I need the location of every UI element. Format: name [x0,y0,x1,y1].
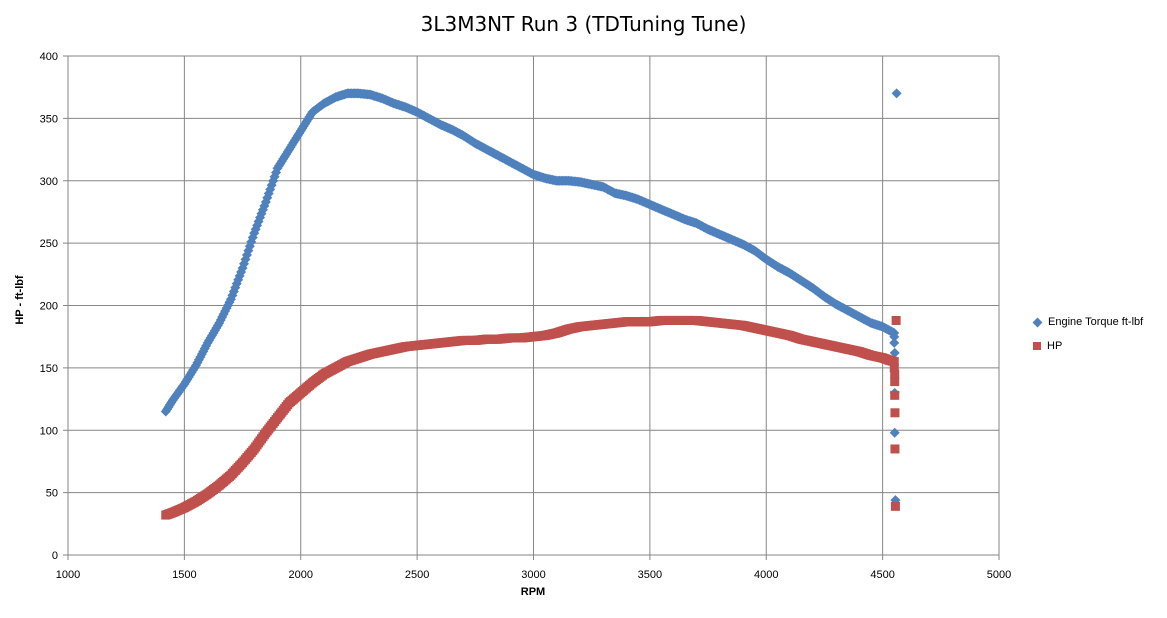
data-point [249,228,260,239]
chart-title: 3L3M3NT Run 3 (TDTuning Tune) [420,12,747,36]
gridlines [68,55,1000,555]
data-point [890,390,900,400]
axes [63,55,1000,560]
x-tick-label: 5000 [987,569,1011,581]
series-torque [160,88,902,506]
y-tick-label: 200 [40,301,58,313]
x-tick-label: 1000 [56,569,80,581]
y-tick-label: 250 [40,238,58,250]
data-point [889,331,900,342]
tick-labels: 1000 1500 2000 2500 3000 3500 4000 4500 5000 0 50 1… [40,51,1012,581]
data-series [160,88,902,520]
x-tick-label: 3500 [638,569,662,581]
data-point [890,444,900,454]
y-tick-label: 150 [40,363,58,375]
y-axis-title: HP - ft-lbf [14,275,26,325]
x-tick-label: 2500 [405,569,429,581]
data-point [889,357,899,367]
x-tick-label: 3000 [521,569,545,581]
x-tick-label: 4500 [870,569,894,581]
x-tick-label: 4000 [754,569,778,581]
data-point [891,88,902,99]
x-tick-label: 2000 [289,569,313,581]
y-tick-label: 350 [40,113,58,125]
y-tick-label: 0 [52,550,58,562]
y-tick-label: 400 [40,51,58,63]
data-point [890,501,900,511]
legend-item-torque: Engine Torque ft-lbf [1032,310,1167,334]
legend: Engine Torque ft-lbf HP [1032,310,1167,358]
data-point [891,315,901,325]
x-tick-label: 1500 [172,569,196,581]
y-tick-label: 100 [40,425,58,437]
data-point [890,377,900,387]
diamond-marker-icon [1032,317,1043,327]
data-point [890,369,900,379]
y-tick-label: 50 [46,488,58,500]
legend-label-torque: Engine Torque ft-lbf [1048,316,1144,328]
data-point [889,363,899,373]
legend-label-hp: HP [1047,340,1063,352]
square-marker-icon [1033,342,1041,350]
data-point [890,408,900,418]
y-tick-label: 300 [40,176,58,188]
legend-item-hp: HP [1032,334,1167,358]
data-point [889,337,900,348]
x-axis-title: RPM [520,586,546,598]
data-point [889,427,900,438]
series-hp [161,315,901,520]
